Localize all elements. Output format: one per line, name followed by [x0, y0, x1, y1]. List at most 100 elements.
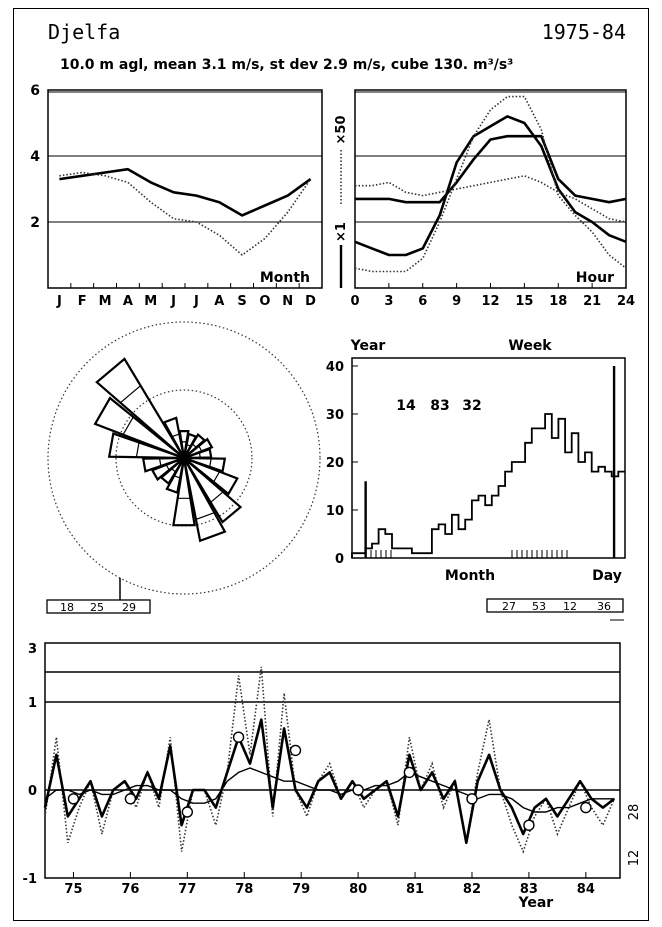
distribution-legend-box: [486, 598, 624, 613]
monthly-xtick-label: S: [237, 294, 246, 309]
monthly-series-line: [59, 171, 312, 257]
timeseries-xtick-label: 84: [577, 882, 595, 897]
period-title: 1975-84: [541, 20, 626, 44]
distribution-legend-value: 27: [502, 600, 516, 613]
distribution-bar: [472, 500, 479, 558]
distribution-bar: [598, 467, 605, 558]
timeseries-xlabel: Year: [517, 895, 553, 911]
distribution-bar: [565, 452, 572, 558]
monthly-ytick-label: 4: [30, 149, 40, 165]
timeseries-series-line: [44, 767, 615, 813]
distribution-bar: [532, 428, 539, 558]
distribution-bar: [605, 472, 612, 558]
windrose-speed-sector: [119, 384, 185, 459]
diurnal-xtick-label: 0: [350, 294, 359, 309]
windrose-reference-ring: [47, 321, 321, 595]
monthly-xtick-label: J: [193, 294, 199, 309]
diurnal-series-line: [354, 95, 627, 273]
timeseries-xtick-label: 83: [520, 882, 538, 897]
distribution-histogram-outline: [351, 413, 625, 558]
monthly-xtick-label: A: [214, 294, 224, 309]
distribution-label-month: Month: [445, 568, 495, 584]
distribution-bar: [399, 548, 406, 558]
windrose-reference-ring: [115, 389, 253, 527]
distribution-bar: [459, 529, 466, 558]
diurnal-series-line: [355, 134, 627, 204]
distribution-bar: [498, 486, 505, 558]
timeseries-xtick-label: 82: [463, 882, 481, 897]
figure-frame: [13, 8, 649, 921]
distribution-panel: [351, 357, 626, 559]
monthly-panel-label: Month: [260, 270, 310, 286]
monthly-xtick-label: J: [170, 294, 176, 309]
windrose-legend-value: 25: [90, 601, 104, 614]
distribution-bar: [439, 524, 446, 558]
timeseries-annual-marker: [352, 784, 364, 796]
distribution-annotation-value: 14: [396, 398, 416, 414]
monthly-xtick-label: D: [305, 294, 316, 309]
distribution-bar: [485, 505, 492, 558]
windrose-legend-value: 18: [60, 601, 74, 614]
timeseries-xtick-label: 75: [64, 882, 82, 897]
diurnal-series-line: [355, 174, 627, 223]
distribution-bar: [379, 529, 386, 558]
distribution-bar: [552, 438, 559, 558]
diurnal-panel: [354, 89, 627, 289]
monthly-xtick-label: O: [259, 294, 270, 309]
monthly-xtick-label: M: [99, 294, 112, 309]
timeseries-annual-marker: [67, 793, 80, 805]
timeseries-annual-marker: [466, 793, 478, 805]
timeseries-xtick-label: 79: [292, 882, 310, 897]
distribution-bar: [572, 433, 579, 558]
distribution-label-year: Year: [350, 338, 386, 354]
timeseries-xtick-label: 76: [121, 882, 139, 897]
timeseries-annual-marker: [181, 806, 194, 818]
distribution-legend-value: 12: [563, 600, 577, 613]
distribution-label-week: Week: [508, 338, 552, 354]
distribution-ytick-label: 40: [326, 360, 344, 375]
timeseries-annual-marker: [523, 819, 535, 831]
monthly-xtick-label: N: [282, 294, 293, 309]
distribution-ytick-label: 10: [326, 504, 344, 519]
timeseries-panel: [44, 642, 621, 879]
distribution-bar: [585, 452, 592, 558]
diurnal-series-line: [354, 115, 627, 257]
distribution-legend-value: 53: [532, 600, 546, 613]
timeseries-xtick-label: 80: [349, 882, 367, 897]
distribution-bar: [505, 472, 512, 558]
distribution-bar: [445, 534, 452, 558]
distribution-bar: [525, 443, 532, 558]
distribution-bar: [492, 496, 499, 558]
diurnal-xtick-label: 21: [583, 294, 601, 309]
station-title: Djelfa: [48, 20, 121, 44]
distribution-bar: [538, 428, 545, 558]
monthly-xtick-label: M: [144, 294, 157, 309]
distribution-bar: [618, 472, 625, 558]
distribution-ytick-label: 30: [326, 408, 344, 423]
diurnal-panel-label: Hour: [576, 270, 614, 286]
windrose-frequency-sector: [93, 396, 185, 460]
distribution-label-day: Day: [592, 568, 622, 584]
timeseries-series-line: [43, 718, 616, 845]
distribution-ytick-label: 0: [335, 552, 344, 567]
timeseries-xtick-label: 77: [178, 882, 196, 897]
timeseries-series-line: [44, 666, 616, 854]
distribution-bar: [578, 462, 585, 558]
distribution-ytick-label: 20: [326, 456, 344, 471]
distribution-bar: [392, 548, 399, 558]
timeseries-annual-marker: [232, 731, 245, 743]
windrose-legend-value: 29: [122, 601, 136, 614]
windrose-legend-box: [46, 599, 151, 614]
timeseries-annual-marker: [403, 766, 416, 779]
distribution-bar: [405, 548, 412, 558]
monthly-xtick-label: F: [78, 294, 87, 309]
diurnal-xtick-label: 9: [452, 294, 461, 309]
diurnal-xtick-label: 15: [515, 294, 533, 309]
windrose-speed-sector: [171, 433, 185, 459]
timeseries-ytick-label: 0: [28, 784, 37, 799]
timeseries-xtick-label: 78: [235, 882, 253, 897]
diurnal-xtick-label: 6: [418, 294, 427, 309]
timeseries-annual-marker: [289, 744, 302, 757]
monthly-ytick-label: 2: [30, 215, 40, 231]
